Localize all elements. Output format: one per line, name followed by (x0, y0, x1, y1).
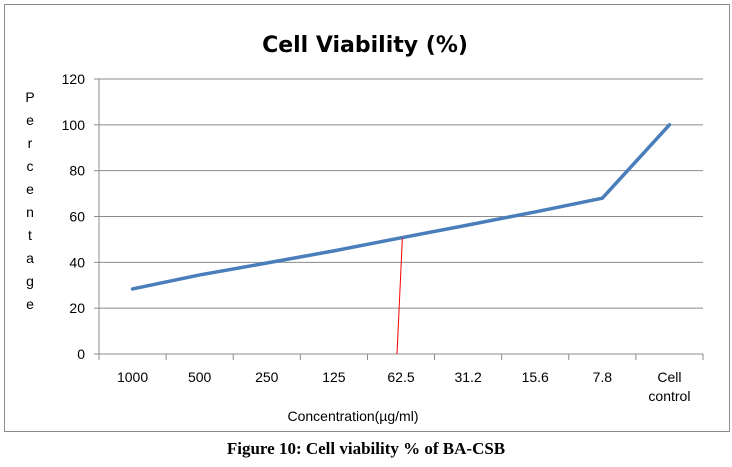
y-label-letter: g (26, 273, 34, 289)
series-group (130, 123, 672, 291)
y-label-letter: P (25, 89, 34, 105)
chart: Cell Viability (%) 0 20 40 60 80 100 120 1000 5… (25, 33, 704, 424)
y-tick-label: 20 (69, 300, 85, 316)
y-tick-label: 60 (69, 209, 85, 225)
y-tick-label: 40 (69, 254, 85, 270)
y-tick-label: 80 (69, 163, 85, 179)
y-label-letter: e (26, 296, 34, 312)
x-tick-label: 125 (322, 369, 346, 385)
x-tick-label: Cell (657, 369, 681, 385)
y-label-letter: r (28, 135, 33, 151)
figure-caption: Figure 10: Cell viability % of BA-CSB (226, 439, 506, 458)
x-tick-label: 500 (188, 369, 212, 385)
x-tick-label: 15.6 (522, 369, 549, 385)
x-tick-label: 62.5 (387, 369, 414, 385)
y-tick-label: 100 (62, 117, 86, 133)
annotations (396, 238, 403, 355)
x-tick-label: 7.8 (593, 369, 613, 385)
y-label-letter: a (26, 250, 34, 266)
y-label-letter: t (28, 227, 32, 243)
y-label-letter: e (26, 181, 34, 197)
x-axis-label: Concentration(µg/ml) (287, 408, 418, 424)
y-tick-labels: 0 20 40 60 80 100 120 (62, 71, 86, 362)
y-label-letter: c (27, 158, 34, 174)
y-label-letter: e (26, 112, 34, 128)
x-tick-label: 250 (255, 369, 279, 385)
y-label-letter: n (26, 204, 34, 220)
x-tick-labels: 1000 500 250 125 62.5 31.2 15.6 7.8 Cell control (117, 369, 690, 404)
y-tick-label: 120 (62, 71, 86, 87)
chart-title: Cell Viability (%) (262, 33, 468, 58)
x-tick-label: 31.2 (454, 369, 481, 385)
x-tick-label: control (648, 388, 690, 404)
ic50-marker-line (396, 238, 403, 355)
x-tick-label: 1000 (117, 369, 148, 385)
y-tick-label: 0 (77, 346, 85, 362)
gridlines (94, 78, 704, 360)
chart-frame (4, 4, 730, 432)
